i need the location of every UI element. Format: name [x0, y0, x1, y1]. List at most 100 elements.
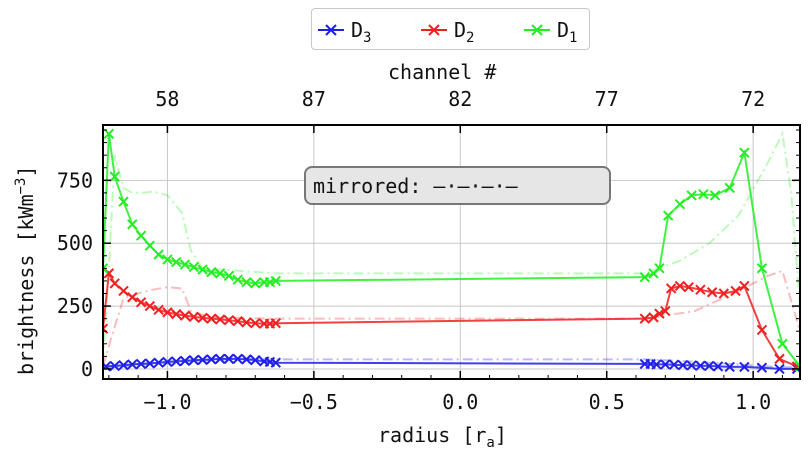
data-point-D3 [135, 358, 147, 370]
data-point-D1 [103, 128, 115, 140]
marker-stroke [739, 280, 750, 292]
marker-stroke [179, 310, 191, 321]
data-point-D3 [270, 357, 281, 368]
marker-stroke [179, 355, 191, 367]
data-point-D1 [686, 190, 697, 201]
marker-stroke [428, 24, 440, 36]
data-point-D3 [695, 360, 706, 371]
y-tick-label: 250 [57, 294, 93, 318]
marker-stroke [135, 358, 147, 370]
data-point-D2 [162, 307, 173, 318]
data-point-D3 [712, 361, 724, 372]
marker-stroke [663, 210, 674, 221]
marker-stroke [232, 353, 243, 365]
data-point-D2 [730, 285, 741, 297]
data-point-D1 [639, 271, 650, 283]
data-point-D2 [197, 312, 208, 324]
data-point-D1 [654, 263, 665, 274]
marker-stroke [127, 219, 138, 230]
marker-stroke [109, 278, 120, 289]
data-point-D3 [223, 353, 235, 365]
data-point-D1 [206, 266, 217, 278]
data-point-D1 [777, 338, 788, 349]
data-point-D3 [162, 356, 173, 368]
marker-stroke [162, 254, 173, 265]
data-point-D1 [756, 263, 768, 274]
marker-stroke [118, 196, 129, 207]
marker-stroke [756, 362, 768, 373]
data-point-D2 [674, 280, 686, 292]
marker-stroke [250, 317, 261, 329]
marker-stroke [325, 24, 337, 36]
marker-stroke [686, 360, 697, 371]
marker-stroke [223, 314, 235, 326]
marker-stroke [724, 182, 735, 194]
data-point-D1 [103, 263, 109, 274]
data-point-D3 [109, 360, 120, 372]
marker-stroke [250, 354, 261, 366]
data-point-D2 [739, 280, 750, 292]
data-point-D3 [241, 354, 252, 365]
marker-stroke [639, 271, 650, 283]
data-point-D3 [206, 354, 217, 365]
marker-stroke [127, 359, 138, 370]
marker-stroke [188, 354, 199, 366]
series-lines [103, 128, 800, 375]
data-point-D2 [774, 353, 785, 365]
marker-stroke [665, 283, 677, 294]
x-tick-label: 0.0 [442, 390, 478, 414]
data-point-D3 [704, 360, 715, 372]
marker-stroke [724, 361, 735, 373]
marker-stroke [739, 361, 750, 373]
data-point-D1 [724, 182, 735, 194]
marker-stroke [127, 292, 138, 303]
data-point-D3 [686, 360, 697, 371]
data-point-D1 [270, 275, 281, 287]
data-point-D2 [127, 292, 138, 303]
annotation-text: mirrored: —·—·—·— [313, 174, 519, 198]
data-point-D2 [153, 304, 164, 316]
legend-label-D3: D3 [351, 18, 371, 46]
data-point-D2 [241, 317, 252, 328]
data-point-D2 [144, 300, 156, 312]
data-point-D1 [127, 219, 138, 230]
marker-stroke [654, 263, 665, 274]
marker-stroke [103, 128, 115, 140]
data-point-D2 [109, 278, 120, 289]
marker-stroke [660, 359, 671, 370]
data-point-D1 [709, 190, 721, 201]
marker-stroke [214, 353, 226, 365]
data-point-D3 [232, 353, 243, 365]
x-tick-label: −1.0 [143, 390, 191, 414]
data-point-D2 [232, 315, 243, 327]
marker-stroke [695, 360, 706, 371]
marker-stroke [704, 360, 715, 372]
legend-label-D2: D2 [454, 18, 474, 46]
data-point-D1 [663, 210, 674, 221]
top-tick-label: 82 [448, 87, 472, 111]
marker-stroke [153, 304, 164, 316]
marker-stroke [250, 278, 261, 289]
data-point-D1 [241, 276, 252, 288]
marker-stroke [197, 354, 208, 366]
marker-stroke [206, 266, 217, 278]
data-point-D3 [739, 361, 750, 373]
marker-stroke [739, 147, 750, 158]
legend-marker-D1 [531, 24, 543, 36]
data-point-D2 [718, 288, 730, 299]
x-tick-label: 1.0 [735, 390, 771, 414]
x-tick-label: 0.5 [589, 390, 625, 414]
mirror-line-D1 [103, 130, 800, 362]
marker-stroke [135, 230, 147, 241]
marker-stroke [206, 354, 217, 365]
marker-stroke [270, 317, 281, 329]
data-point-D3 [197, 354, 208, 366]
data-point-D3 [127, 359, 138, 370]
top-tick-label: 72 [741, 87, 765, 111]
data-point-D1 [674, 199, 686, 210]
y-tick-label: 750 [57, 168, 93, 192]
marker-stroke [706, 287, 718, 298]
data-point-D1 [223, 270, 235, 282]
data-point-D2 [214, 314, 226, 325]
marker-stroke [695, 284, 706, 295]
